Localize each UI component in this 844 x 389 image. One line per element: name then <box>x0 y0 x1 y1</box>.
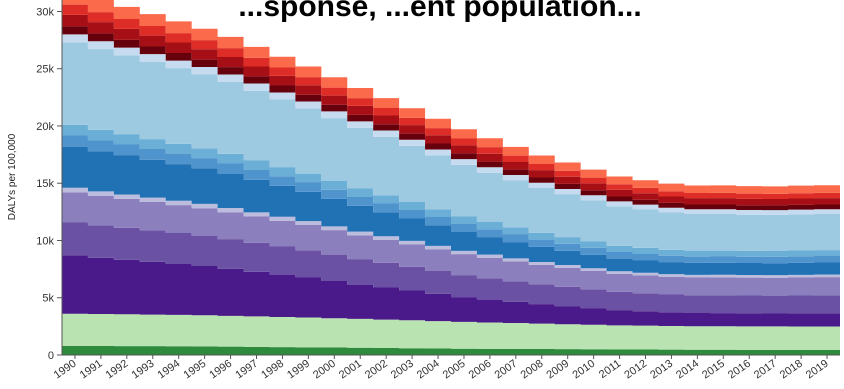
x-tick-label: 2004 <box>415 358 442 382</box>
y-axis-label: DALYs per 100,000 <box>7 133 18 220</box>
chart-title: ...sponse, ...ent population... <box>238 0 641 23</box>
x-axis: 1990199119921993199419951996199719981999… <box>52 354 840 382</box>
area-series-15 <box>62 0 840 194</box>
x-tick-label: 2011 <box>597 358 623 381</box>
area-series-1 <box>62 345 840 355</box>
y-tick-label: 20k <box>36 121 54 133</box>
x-tick-label: 2017 <box>752 358 779 382</box>
x-tick-label: 2019 <box>804 358 831 382</box>
x-tick-label: 1990 <box>52 358 79 382</box>
x-tick-label: 2013 <box>648 358 675 382</box>
x-tick-label: 2006 <box>467 358 494 382</box>
x-tick-label: 1999 <box>285 358 312 382</box>
area-series-2 <box>62 313 840 350</box>
x-tick-label: 2016 <box>726 358 753 382</box>
x-tick-label: 2010 <box>570 358 597 382</box>
x-tick-label: 1993 <box>130 358 157 382</box>
x-tick-label: 2007 <box>493 358 520 382</box>
x-tick-label: 2012 <box>622 358 649 382</box>
x-tick-label: 2009 <box>544 358 571 382</box>
y-tick-label: 5k <box>42 293 54 305</box>
x-tick-label: 2001 <box>337 358 364 382</box>
area-series-10 <box>62 42 840 251</box>
x-tick-label: 2003 <box>389 358 416 382</box>
x-tick-label: 1994 <box>155 358 182 382</box>
y-tick-label: 10k <box>36 235 54 247</box>
y-axis: 0 5k 10k 15k 20k 25k 30k <box>36 0 63 362</box>
x-tick-label: 2005 <box>441 358 468 382</box>
x-tick-label: 1992 <box>104 358 131 382</box>
x-tick-label: 1997 <box>233 358 260 382</box>
y-tick-label: 30k <box>36 6 54 18</box>
y-tick-label: 15k <box>36 178 54 190</box>
area-layers <box>62 0 840 355</box>
x-tick-label: 2008 <box>519 358 546 382</box>
x-tick-label: 2002 <box>363 358 390 382</box>
y-tick-label: 25k <box>36 64 54 76</box>
x-tick-label: 1995 <box>181 358 208 382</box>
x-tick-label: 2000 <box>311 358 338 382</box>
x-tick-label: 1998 <box>259 358 286 382</box>
x-tick-label: 2018 <box>778 358 805 382</box>
x-tick-label: 1996 <box>207 358 234 382</box>
x-tick-label: 2015 <box>700 358 727 382</box>
y-tick-label: 0 <box>48 350 54 362</box>
area-series-3 <box>62 255 840 327</box>
area-series-5 <box>62 192 840 296</box>
area-series-4 <box>62 222 840 314</box>
x-tick-label: 2014 <box>674 358 701 382</box>
x-tick-label: 1991 <box>78 358 105 382</box>
